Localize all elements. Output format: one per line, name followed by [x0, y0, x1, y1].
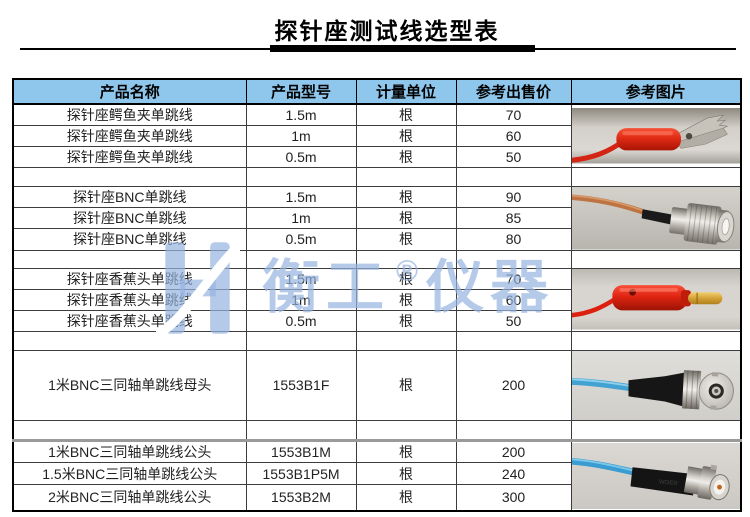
cell-model: 1553B1M — [245, 439, 357, 464]
cell-price: 200 — [455, 439, 572, 464]
cell-model: 0.5m — [245, 228, 357, 251]
photo-alligator-clip-jumper — [570, 103, 742, 168]
cell-price: 60 — [455, 125, 572, 147]
cell-unit: 根 — [355, 267, 457, 290]
cell-price: 85 — [455, 207, 572, 230]
cell-price: 80 — [455, 228, 572, 251]
table-header-row: 产品名称 产品型号 计量单位 参考出售价 参考图片 — [12, 78, 742, 105]
cell-product-name: 探针座BNC单跳线 — [12, 228, 247, 251]
table-row-empty — [12, 249, 742, 269]
cell-product-name: 探针座鳄鱼夹单跳线 — [12, 103, 247, 126]
cell-model: 1m — [245, 207, 357, 230]
table-row: 1米BNC三同轴单跳线母头 1553B1F 根 200 — [12, 349, 742, 422]
cell-product-name: 探针座香蕉头单跳线 — [12, 288, 247, 311]
cell-unit: 根 — [355, 146, 457, 168]
cell-product-name: 探针座BNC单跳线 — [12, 185, 247, 209]
photo-triax-male-blue-cable: WOER — [570, 439, 742, 512]
table-row: 探针座鳄鱼夹单跳线 1.5m 根 70 — [12, 103, 742, 168]
page-title: 探针座测试线选型表 — [274, 18, 500, 44]
cell-model: 1.5m — [245, 185, 357, 209]
cell-product-name: 2米BNC三同轴单跳线公头 — [12, 484, 247, 512]
cell-product-name: 探针座BNC单跳线 — [12, 207, 247, 230]
cell-price: 50 — [455, 146, 572, 168]
table-row: 探针座香蕉头单跳线 1.5m 根 70 — [12, 267, 742, 332]
table-row: 探针座鳄鱼夹单跳线 1m 根 60 — [12, 125, 741, 147]
header-unit: 计量单位 — [355, 78, 457, 105]
cell-price: 50 — [455, 309, 572, 332]
cell-model: 1553B1P5M — [245, 462, 357, 486]
cell-product-name: 探针座香蕉头单跳线 — [12, 267, 247, 290]
header-price: 参考出售价 — [455, 78, 572, 105]
cell-unit: 根 — [355, 207, 457, 230]
cell-model: 1.5m — [245, 267, 357, 290]
table-row-empty — [12, 167, 742, 187]
title-divider-bar — [270, 45, 535, 52]
cell-model: 1.5m — [245, 103, 357, 126]
photo-bnc-male-orange-cable — [570, 186, 742, 251]
cell-unit: 根 — [355, 484, 457, 512]
heatshrink-brand-marking: WOER — [658, 479, 678, 487]
cell-product-name: 1米BNC三同轴单跳线公头 — [12, 439, 247, 464]
table-row-empty — [12, 330, 742, 351]
cell-product-name: 1.5米BNC三同轴单跳线公头 — [12, 462, 247, 486]
cell-price: 70 — [455, 267, 572, 290]
cell-model: 1m — [245, 125, 357, 147]
cell-price: 60 — [455, 288, 572, 311]
cell-product-name: 探针座鳄鱼夹单跳线 — [12, 146, 247, 168]
header-photo: 参考图片 — [570, 78, 742, 105]
cell-model: 1553B1F — [245, 349, 357, 422]
photo-triax-female-blue-cable — [570, 349, 742, 422]
cell-unit: 根 — [355, 349, 457, 422]
cell-model: 0.5m — [245, 309, 357, 332]
cell-price: 200 — [455, 349, 572, 422]
product-selection-table: 产品名称 产品型号 计量单位 参考出售价 参考图片 探针座鳄鱼夹单跳线 1.5m… — [12, 78, 742, 512]
cell-model: 0.5m — [245, 146, 357, 168]
table-row: 探针座BNC单跳线 1.5m 根 90 — [12, 185, 742, 251]
cell-unit: 根 — [355, 228, 457, 251]
header-product-name: 产品名称 — [12, 78, 247, 105]
cell-unit: 根 — [355, 288, 457, 311]
cell-unit: 根 — [355, 439, 457, 464]
cell-unit: 根 — [355, 185, 457, 209]
cell-model: 1m — [245, 288, 357, 311]
cell-unit: 根 — [355, 462, 457, 486]
header-product-model: 产品型号 — [245, 78, 357, 105]
cell-unit: 根 — [355, 309, 457, 332]
cell-price: 240 — [455, 462, 572, 486]
table-row-empty — [12, 420, 742, 442]
cell-price: 70 — [455, 103, 572, 126]
cell-price: 90 — [455, 185, 572, 209]
cell-product-name: 1米BNC三同轴单跳线母头 — [12, 349, 247, 422]
photo-banana-plug-jumper — [570, 267, 742, 332]
cell-product-name: 探针座香蕉头单跳线 — [12, 309, 247, 332]
cell-model: 1553B2M — [245, 484, 357, 512]
cell-unit: 根 — [355, 125, 457, 147]
cell-price: 300 — [455, 484, 572, 512]
table-row: 2米BNC三同轴单跳线公头 1553B2M 根 300 — [12, 484, 741, 512]
table-row: 1米BNC三同轴单跳线公头 1553B1M 根 200 — [12, 439, 742, 512]
table-row: 探针座BNC单跳线 1m 根 85 — [12, 207, 741, 230]
cell-unit: 根 — [355, 103, 457, 126]
cell-product-name: 探针座鳄鱼夹单跳线 — [12, 125, 247, 147]
